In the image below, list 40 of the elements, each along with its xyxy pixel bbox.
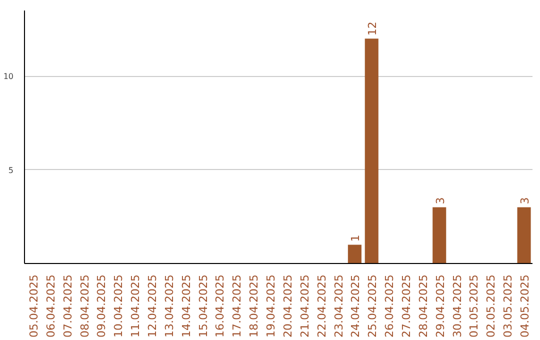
x-tick-label: 26.04.2025	[383, 274, 396, 338]
x-tick-label: 22.04.2025	[315, 274, 328, 338]
bar	[432, 207, 446, 264]
x-tick-label: 12.04.2025	[146, 274, 159, 338]
bar	[348, 244, 362, 264]
x-tick-label: 09.04.2025	[95, 274, 108, 338]
x-tick-label: 04.05.2025	[518, 274, 532, 338]
data-label: 1	[349, 234, 362, 242]
x-tick-label: 30.04.2025	[450, 274, 464, 338]
x-tick-label: 07.04.2025	[61, 274, 74, 338]
x-tick-label: 03.05.2025	[502, 274, 515, 338]
bar	[517, 207, 531, 264]
x-tick-label: 27.04.2025	[400, 274, 413, 338]
x-tick-label: 01.05.2025	[468, 274, 481, 338]
y-tick-label: 5	[8, 166, 14, 175]
x-tick-label: 18.04.2025	[248, 274, 261, 338]
x-tick-label: 19.04.2025	[264, 274, 278, 338]
x-tick-label: 29.04.2025	[434, 274, 447, 338]
data-label: 3	[518, 197, 532, 204]
x-tick-label: 02.05.2025	[484, 274, 498, 338]
x-tick-label: 21.04.2025	[298, 274, 312, 338]
x-tick-label: 14.04.2025	[180, 274, 193, 338]
x-tick-label: 23.04.2025	[332, 274, 346, 338]
x-tick-label: 10.04.2025	[112, 274, 126, 338]
x-tick-label: 05.04.2025	[27, 274, 40, 338]
x-tick-label: 13.04.2025	[162, 274, 176, 338]
x-tick-label: 11.04.2025	[129, 274, 142, 338]
x-tick-label: 16.04.2025	[214, 274, 227, 338]
x-tick-label: 08.04.2025	[78, 274, 92, 338]
x-tick-label: 25.04.2025	[366, 274, 380, 338]
x-tick-label: 06.04.2025	[44, 274, 58, 338]
x-tick-label: 17.04.2025	[230, 274, 244, 338]
x-tick-label: 20.04.2025	[281, 274, 294, 338]
y-tick-label: 10	[3, 72, 14, 82]
x-tick-label: 28.04.2025	[416, 274, 430, 338]
x-tick-label: 15.04.2025	[196, 274, 210, 338]
x-tick-label: 24.04.2025	[349, 274, 362, 338]
data-label: 12	[366, 22, 380, 36]
data-label: 3	[434, 197, 447, 204]
bar	[364, 38, 378, 264]
